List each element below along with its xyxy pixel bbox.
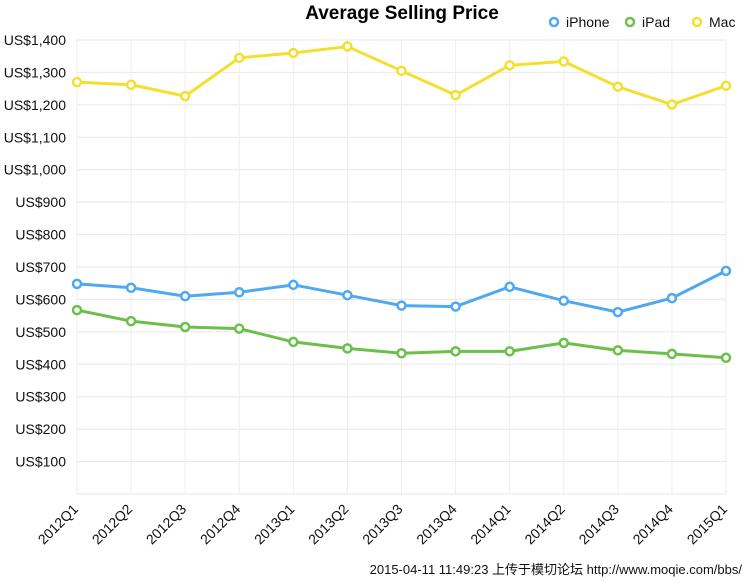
x-tick-label: 2013Q2 <box>305 501 352 548</box>
y-tick-label: US$1,400 <box>4 32 66 48</box>
chart-title: Average Selling Price <box>305 3 499 24</box>
data-point-mac[interactable] <box>179 90 191 102</box>
data-point-ipad[interactable] <box>288 336 299 348</box>
x-tick-label: 2013Q4 <box>413 501 460 548</box>
y-tick-label: US$300 <box>15 389 66 405</box>
x-tick-label: 2012Q1 <box>35 501 82 548</box>
legend-label-ipad[interactable]: iPad <box>642 14 670 30</box>
data-point-mac[interactable] <box>450 89 461 101</box>
y-tick-label: US$500 <box>15 324 66 340</box>
data-point-iphone[interactable] <box>504 281 515 293</box>
legend-label-mac[interactable]: Mac <box>709 14 735 30</box>
x-tick-label: 2012Q4 <box>197 501 244 548</box>
data-point-iphone[interactable] <box>71 278 83 290</box>
data-point-ipad[interactable] <box>450 346 461 357</box>
x-tick-label: 2014Q2 <box>521 501 568 548</box>
y-tick-label: US$800 <box>15 227 66 243</box>
x-tick-label: 2013Q3 <box>359 501 406 548</box>
legend-label-iphone[interactable]: iPhone <box>566 14 610 30</box>
data-point-iphone[interactable] <box>558 295 569 306</box>
data-point-mac[interactable] <box>125 79 137 91</box>
data-point-ipad[interactable] <box>125 315 137 327</box>
x-tick-label: 2014Q4 <box>629 501 676 548</box>
legend-marker-iphone[interactable] <box>548 16 560 28</box>
y-tick-label: US$600 <box>15 291 66 307</box>
data-point-mac[interactable] <box>666 99 678 110</box>
y-tick-label: US$1,300 <box>4 64 66 80</box>
y-tick-label: US$100 <box>15 454 66 470</box>
y-tick-label: US$1,100 <box>4 129 66 145</box>
y-tick-label: US$900 <box>15 194 66 210</box>
x-tick-label: 2014Q1 <box>467 501 514 548</box>
y-tick-label: US$1,200 <box>4 97 66 113</box>
legend-marker-mac[interactable] <box>691 16 703 28</box>
watermark: 2015-04-11 11:49:23 上传于模切论坛 http://www.m… <box>369 562 742 577</box>
data-point-mac[interactable] <box>558 56 569 67</box>
data-point-mac[interactable] <box>234 52 245 64</box>
y-tick-label: US$700 <box>15 259 66 275</box>
x-tick-label: 2013Q1 <box>251 501 298 548</box>
y-tick-label: US$200 <box>15 421 66 437</box>
y-tick-label: US$400 <box>15 356 66 372</box>
x-tick-label: 2012Q3 <box>143 501 190 548</box>
data-point-mac[interactable] <box>612 81 624 92</box>
x-tick-label: 2012Q2 <box>89 501 136 548</box>
data-point-ipad[interactable] <box>71 304 83 316</box>
data-point-ipad[interactable] <box>342 343 353 354</box>
data-point-iphone[interactable] <box>450 301 461 312</box>
y-tick-label: US$1,000 <box>4 162 66 178</box>
data-point-ipad[interactable] <box>720 352 732 364</box>
data-point-ipad[interactable] <box>234 323 245 334</box>
data-point-ipad[interactable] <box>396 348 407 359</box>
data-point-ipad[interactable] <box>558 337 569 349</box>
data-point-iphone[interactable] <box>288 279 299 291</box>
data-point-mac[interactable] <box>720 80 732 91</box>
x-tick-label: 2015Q1 <box>684 501 731 548</box>
data-point-iphone[interactable] <box>179 290 191 302</box>
legend-marker-ipad[interactable] <box>624 16 636 28</box>
data-point-iphone[interactable] <box>612 306 624 318</box>
data-point-ipad[interactable] <box>504 346 515 357</box>
data-point-iphone[interactable] <box>666 292 678 304</box>
data-point-ipad[interactable] <box>666 348 678 360</box>
data-point-mac[interactable] <box>396 65 407 77</box>
data-point-iphone[interactable] <box>125 282 137 294</box>
data-point-mac[interactable] <box>504 60 515 71</box>
data-point-iphone[interactable] <box>342 289 353 301</box>
data-point-iphone[interactable] <box>720 265 732 277</box>
data-point-mac[interactable] <box>342 41 353 52</box>
data-point-iphone[interactable] <box>234 287 245 298</box>
data-point-iphone[interactable] <box>396 300 407 311</box>
data-point-ipad[interactable] <box>612 345 624 356</box>
data-point-ipad[interactable] <box>179 321 191 333</box>
data-point-mac[interactable] <box>288 47 299 59</box>
data-point-mac[interactable] <box>71 76 83 88</box>
x-tick-label: 2014Q3 <box>575 501 622 548</box>
